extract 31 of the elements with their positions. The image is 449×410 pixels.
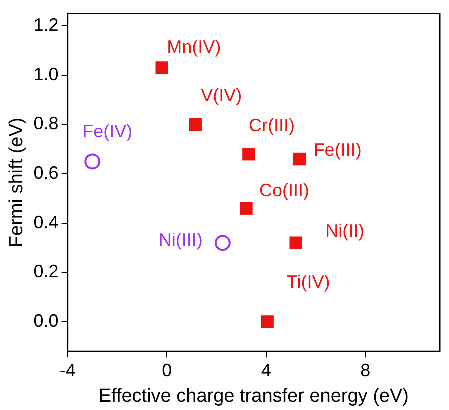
x-tick-label: -4 <box>60 360 76 380</box>
annotation: Mn(IV) <box>167 37 222 58</box>
y-tick-label: 1.2 <box>34 15 59 36</box>
annotation: Cr(III) <box>248 115 295 136</box>
point <box>214 235 231 252</box>
annotation: Fe(III) <box>314 140 362 160</box>
annotation: Ni(II) <box>326 221 365 242</box>
x-axis-title: Effective charge transfer energy (eV) <box>98 386 409 407</box>
point <box>189 118 202 132</box>
annotation: Ti(IV) <box>286 272 330 292</box>
y-tick-label: 0.2 <box>34 262 59 282</box>
annotation: Fe(IV) <box>82 122 133 142</box>
annotation: Co(III) <box>259 180 310 201</box>
annotation: V(IV) <box>201 86 242 106</box>
point <box>290 236 302 250</box>
point <box>84 154 101 170</box>
annotation: Ni(III) <box>158 230 203 250</box>
x-tick-label: 8 <box>360 360 371 380</box>
point <box>156 62 168 74</box>
y-tick-label: 0.6 <box>34 163 59 184</box>
x-tick-label: 0 <box>162 360 172 380</box>
x-tick-label: 4 <box>261 360 272 380</box>
point <box>261 316 274 328</box>
y-tick-label: 0.4 <box>34 212 59 232</box>
point <box>293 152 306 166</box>
point <box>242 148 256 161</box>
point <box>240 202 253 215</box>
y-tick-label: 0.8 <box>34 114 59 134</box>
y-axis-title: Fermi shift (eV) <box>6 118 28 248</box>
y-tick-label: 0.0 <box>34 310 59 331</box>
y-tick-label: 1.0 <box>34 64 59 84</box>
